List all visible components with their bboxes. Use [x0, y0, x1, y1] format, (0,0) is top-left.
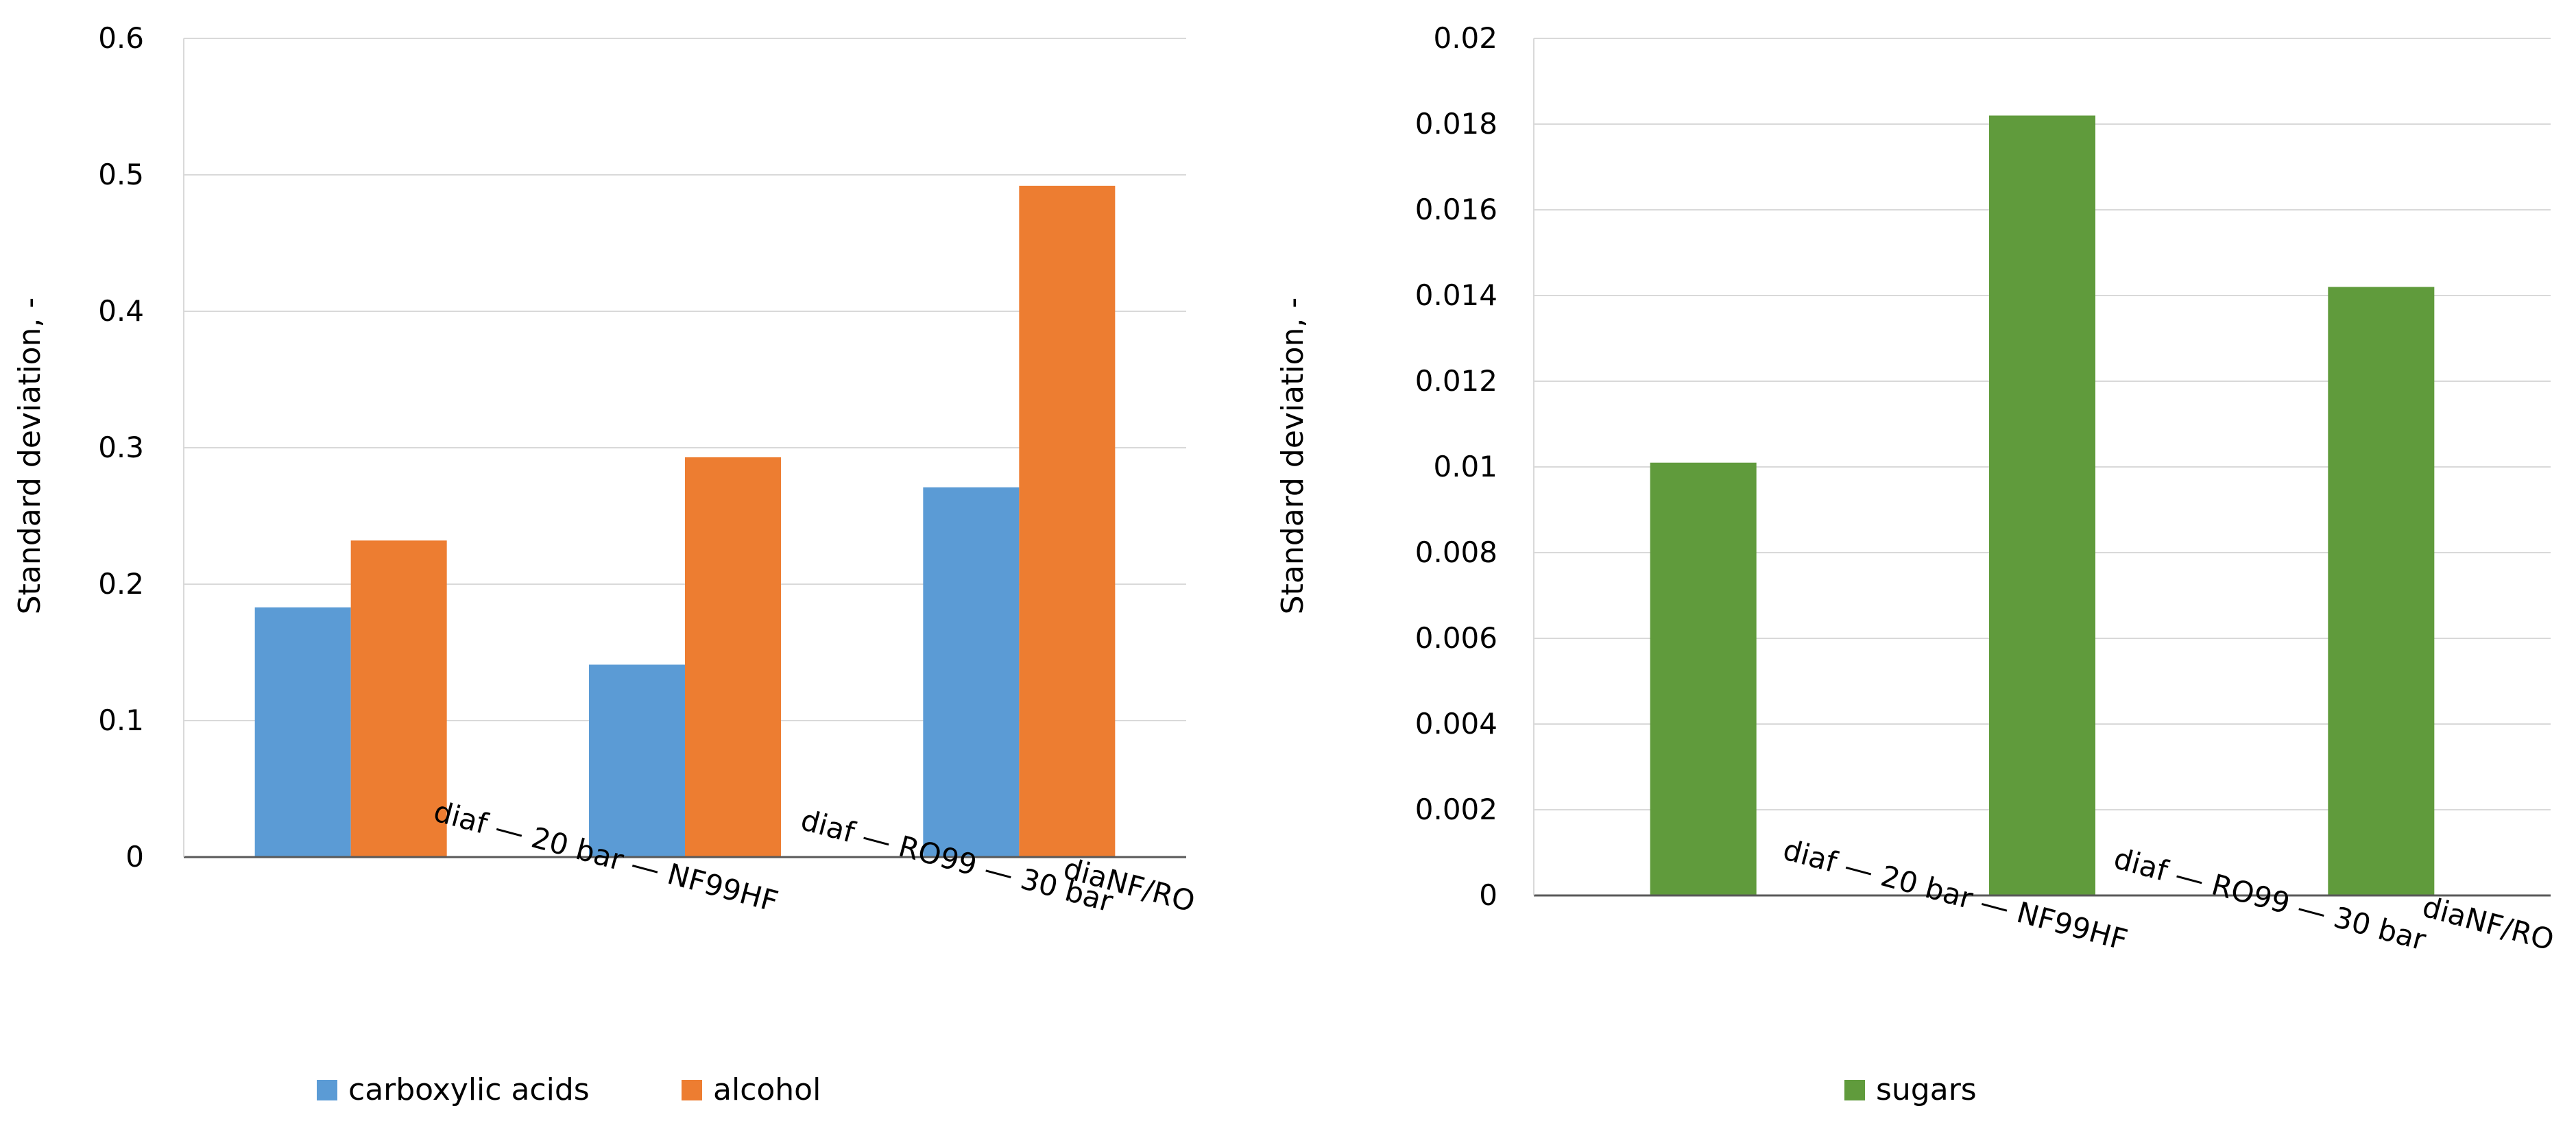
right-y-axis-label: Standard deviation, - [1275, 298, 1310, 615]
y-tick-label: 0.5 [98, 158, 144, 191]
left-legend: carboxylic acids alcohol [317, 1072, 821, 1107]
right-bar-chart: 0 0.002 0.004 0.006 0.008 0.01 0.012 0.014 0.016… [1275, 21, 2557, 1107]
legend-label: sugars [1876, 1072, 1977, 1107]
legend-swatch [317, 1080, 337, 1100]
bar-sugars [2328, 287, 2435, 895]
y-tick-label: 0.014 [1415, 278, 1497, 312]
y-tick-label: 0.012 [1415, 364, 1497, 398]
y-tick-label: 0 [125, 840, 144, 874]
y-tick-label: 0.6 [98, 21, 144, 55]
y-tick-label: 0.002 [1415, 793, 1497, 826]
bar-alcohol [350, 540, 447, 857]
y-tick-label: 0.006 [1415, 621, 1497, 655]
bar-carboxylic-acids [923, 487, 1020, 857]
y-tick-label: 0.4 [98, 294, 144, 328]
bar-sugars [1989, 115, 2095, 895]
y-tick-label: 0.008 [1415, 535, 1497, 569]
y-tick-label: 0.016 [1415, 193, 1497, 226]
x-category-label: diaNF/RO [2419, 890, 2557, 957]
y-tick-label: 0.02 [1433, 21, 1497, 55]
bar-sugars [1650, 462, 1757, 895]
y-tick-label: 0.3 [98, 431, 144, 464]
y-tick-label: 0.004 [1415, 707, 1497, 740]
y-tick-label: 0.01 [1433, 450, 1497, 483]
legend-label: alcohol [713, 1072, 821, 1107]
left-y-axis-label: Standard deviation, - [12, 298, 47, 615]
bar-carboxylic-acids [589, 664, 685, 857]
legend-swatch [682, 1080, 702, 1100]
bar-carboxylic-acids [254, 607, 351, 857]
right-legend: sugars [1844, 1072, 1977, 1107]
left-bar-chart: 00.10.20.30.40.50.6 diaf — 20 bar — NF99… [12, 21, 1199, 1107]
y-tick-label: 0.1 [98, 703, 144, 737]
legend-swatch [1844, 1080, 1865, 1100]
bar-alcohol [685, 457, 781, 857]
y-tick-label: 0 [1479, 878, 1497, 912]
y-tick-label: 0.2 [98, 567, 144, 601]
y-tick-label: 0.018 [1415, 107, 1497, 141]
legend-label: carboxylic acids [348, 1072, 590, 1107]
bar-alcohol [1019, 185, 1116, 857]
